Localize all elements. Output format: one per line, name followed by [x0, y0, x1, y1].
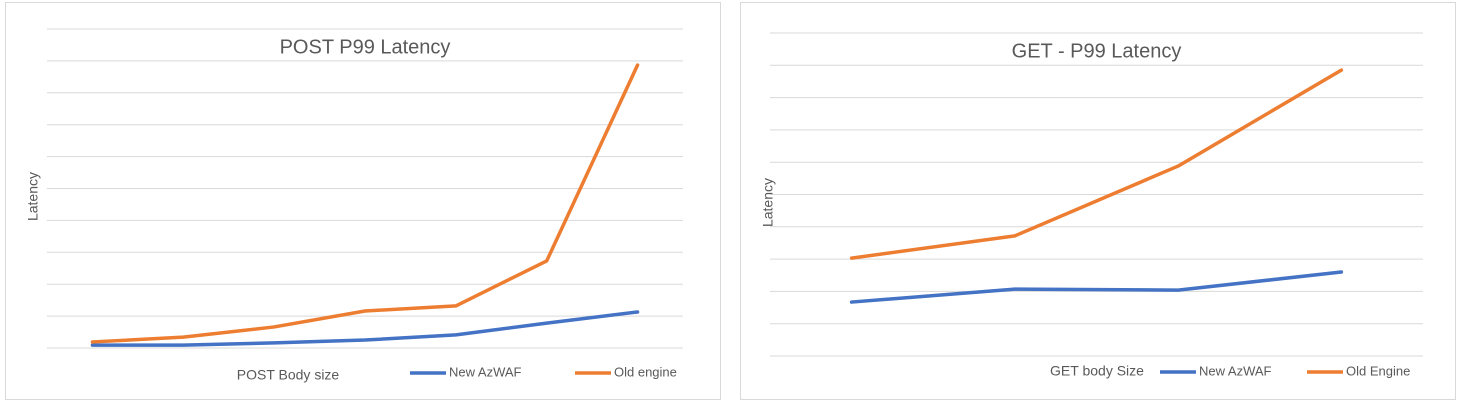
- y-axis-label: Latency: [25, 172, 41, 221]
- panel: [5, 2, 721, 400]
- series-line: [849, 68, 1344, 260]
- chart-title: POST P99 Latency: [280, 36, 451, 58]
- legend-label: New AzWAF: [449, 364, 522, 379]
- legend-label: Old engine: [614, 364, 677, 379]
- x-axis-label: GET body Size: [1050, 363, 1144, 379]
- series-line: [90, 310, 640, 347]
- legend-label: New AzWAF: [1199, 363, 1272, 378]
- legend-label: Old Engine: [1346, 363, 1410, 378]
- chart-title: GET - P99 Latency: [1012, 40, 1182, 62]
- y-axis-label: Latency: [760, 178, 776, 227]
- x-axis-label: POST Body size: [237, 367, 340, 383]
- series-line: [849, 270, 1344, 304]
- series-line: [90, 63, 640, 344]
